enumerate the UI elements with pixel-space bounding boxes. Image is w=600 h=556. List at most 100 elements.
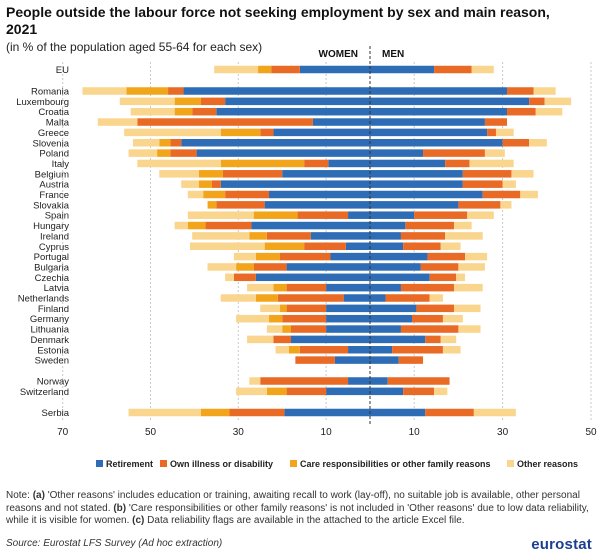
bar-women-retirement — [348, 211, 370, 219]
bar-men-other — [473, 408, 516, 417]
bar-women-other — [128, 149, 158, 157]
bar-men-other — [500, 201, 512, 209]
bar-men-illness — [403, 242, 441, 250]
bar-women-retirement — [286, 263, 370, 271]
bar-women-illness — [286, 283, 327, 292]
bar-men-retirement — [370, 304, 417, 313]
legend-swatch-illness — [160, 460, 167, 467]
country-label: Serbia — [42, 408, 70, 419]
bar-women-retirement — [310, 232, 370, 240]
country-label: Ireland — [40, 231, 69, 242]
bar-men-other — [440, 242, 461, 250]
bar-women-other — [236, 387, 267, 396]
bar-men-illness — [502, 139, 530, 147]
bar-men-other — [495, 128, 514, 137]
bar-men-retirement — [370, 232, 401, 240]
legend-swatch-care — [290, 460, 297, 467]
bar-men-illness — [429, 273, 457, 282]
country-label: Switzerland — [20, 387, 69, 398]
bar-women-other — [132, 139, 160, 147]
bar-women-illness — [253, 263, 287, 271]
bar-women-other — [247, 283, 274, 292]
bar-men-retirement — [370, 118, 485, 126]
bar-women-care — [269, 314, 283, 323]
bar-women-illness — [304, 242, 346, 250]
country-label: Poland — [39, 149, 69, 160]
bar-men-retirement — [370, 356, 399, 364]
bar-women-illness — [170, 149, 197, 157]
bar-women-illness — [233, 273, 256, 282]
bar-women-illness — [216, 201, 265, 209]
bar-men-retirement — [370, 170, 463, 178]
bar-women-illness — [260, 128, 274, 137]
bar-men-other — [458, 325, 481, 333]
bar-women-illness — [229, 408, 285, 417]
bar-women-retirement — [225, 97, 370, 106]
bar-men-retirement — [370, 97, 530, 106]
bar-women-care — [255, 252, 281, 261]
note-b-label: (b) — [113, 502, 127, 514]
bar-women-retirement — [290, 335, 370, 344]
chart-title: People outside the labour force not seek… — [6, 4, 550, 37]
tick-label-women: 10 — [321, 427, 333, 438]
country-label: Luxembourg — [16, 97, 69, 108]
bar-men-retirement — [370, 180, 463, 188]
bar-women-retirement — [326, 325, 370, 333]
bar-women-care — [236, 263, 254, 271]
tick-label-women: 70 — [57, 427, 69, 438]
bar-men-other — [453, 283, 483, 292]
bar-women-care — [264, 242, 305, 250]
bar-men-illness — [482, 190, 521, 199]
source-line: Source: Eurostat LFS Survey (Ad hoc extr… — [6, 538, 223, 549]
bar-men-retirement — [370, 273, 430, 282]
legend-label-other: Other reasons — [517, 459, 578, 469]
bar-women-other — [275, 346, 289, 354]
bar-women-illness — [297, 211, 349, 219]
bar-women-other — [187, 190, 204, 199]
country-label: EU — [56, 65, 69, 76]
bar-women-illness — [168, 87, 184, 95]
bar-women-other — [137, 159, 221, 168]
bar-men-illness — [458, 201, 501, 209]
legend-label-care: Care responsibilities or other family re… — [300, 459, 491, 469]
bar-men-illness — [392, 346, 443, 354]
note-b-text: 'Care responsibilities or other family r… — [6, 502, 589, 527]
bar-women-retirement — [334, 356, 370, 364]
bar-men-illness — [405, 221, 454, 230]
country-label: Romania — [31, 87, 70, 98]
bar-men-illness — [507, 107, 536, 116]
bar-women-other — [130, 107, 175, 116]
bar-women-other — [192, 232, 250, 240]
bar-women-retirement — [183, 87, 370, 95]
bar-women-retirement — [328, 159, 370, 168]
bar-men-other — [484, 149, 505, 157]
country-label: Hungary — [33, 221, 69, 232]
bar-women-retirement — [312, 118, 370, 126]
bar-women-other — [207, 263, 237, 271]
bar-men-retirement — [370, 387, 404, 396]
bar-women-illness — [170, 139, 182, 147]
bar-women-illness — [225, 190, 270, 199]
bar-women-care — [200, 408, 230, 417]
bar-women-retirement — [299, 65, 370, 74]
bar-men-illness — [423, 149, 485, 157]
bar-women-care — [280, 304, 287, 313]
tick-label-men: 50 — [585, 427, 597, 438]
bar-men-other — [533, 87, 556, 95]
bar-men-illness — [427, 252, 466, 261]
bar-women-retirement — [220, 180, 370, 188]
bar-women-care — [198, 170, 223, 178]
panel-label-women: WOMEN — [319, 49, 358, 60]
country-label: Lithuania — [30, 325, 69, 336]
bar-men-other — [442, 346, 461, 354]
bar-women-care — [157, 149, 171, 157]
bar-men-illness — [403, 387, 435, 396]
country-label: Slovakia — [33, 200, 70, 211]
bar-women-illness — [271, 65, 300, 74]
bar-women-other — [174, 221, 188, 230]
bar-men-retirement — [370, 294, 386, 302]
bar-men-retirement — [370, 346, 393, 354]
bar-women-illness — [286, 387, 327, 396]
bar-men-illness — [387, 377, 450, 385]
country-label: Latvia — [44, 283, 70, 294]
